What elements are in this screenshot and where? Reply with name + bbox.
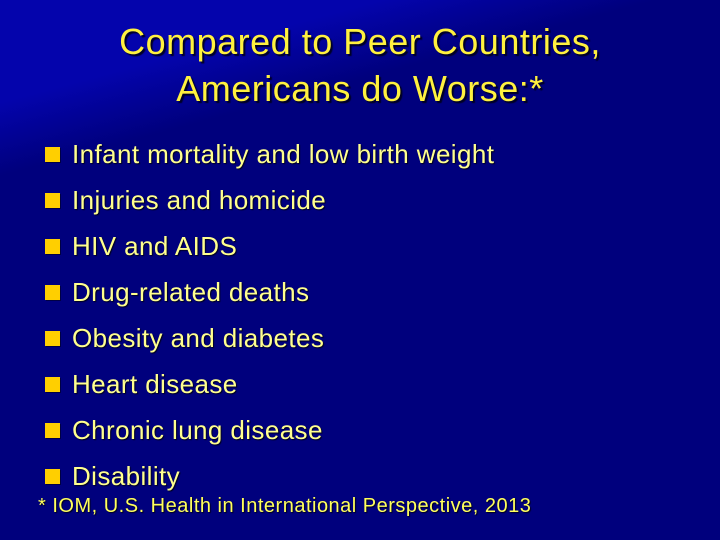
slide-title-line-1: Compared to Peer Countries,	[119, 21, 601, 62]
list-item: Disability	[45, 453, 494, 499]
bullet-item-label: Heart disease	[72, 368, 238, 399]
bullet-item-label: Chronic lung disease	[72, 414, 323, 445]
bullet-square-icon	[45, 284, 60, 300]
bullet-list: Infant mortality and low birth weight In…	[45, 131, 494, 499]
bullet-item-label: Infant mortality and low birth weight	[72, 138, 495, 169]
bullet-square-icon	[45, 468, 60, 484]
bullet-item-label: Drug-related deaths	[72, 276, 310, 307]
bullet-item-label: Disability	[72, 460, 181, 491]
bullet-square-icon	[45, 238, 60, 254]
list-item: Heart disease	[45, 361, 494, 407]
bullet-item-label: HIV and AIDS	[72, 230, 238, 261]
list-item: Obesity and diabetes	[45, 315, 494, 361]
bullet-item-label: Injuries and homicide	[72, 184, 327, 215]
bullet-item-label: Obesity and diabetes	[72, 322, 325, 353]
bullet-square-icon	[45, 146, 60, 162]
slide-title: Compared to Peer Countries, Americans do…	[0, 18, 720, 112]
bullet-square-icon	[45, 192, 60, 208]
bullet-square-icon	[45, 422, 60, 438]
list-item: Injuries and homicide	[45, 177, 494, 223]
source-footnote: * IOM, U.S. Health in International Pers…	[38, 495, 532, 517]
list-item: Infant mortality and low birth weight	[45, 131, 494, 177]
slide-title-line-2: Americans do Worse:*	[176, 68, 544, 109]
list-item: HIV and AIDS	[45, 223, 494, 269]
bullet-square-icon	[45, 376, 60, 392]
list-item: Chronic lung disease	[45, 407, 494, 453]
bullet-square-icon	[45, 330, 60, 346]
list-item: Drug-related deaths	[45, 269, 494, 315]
